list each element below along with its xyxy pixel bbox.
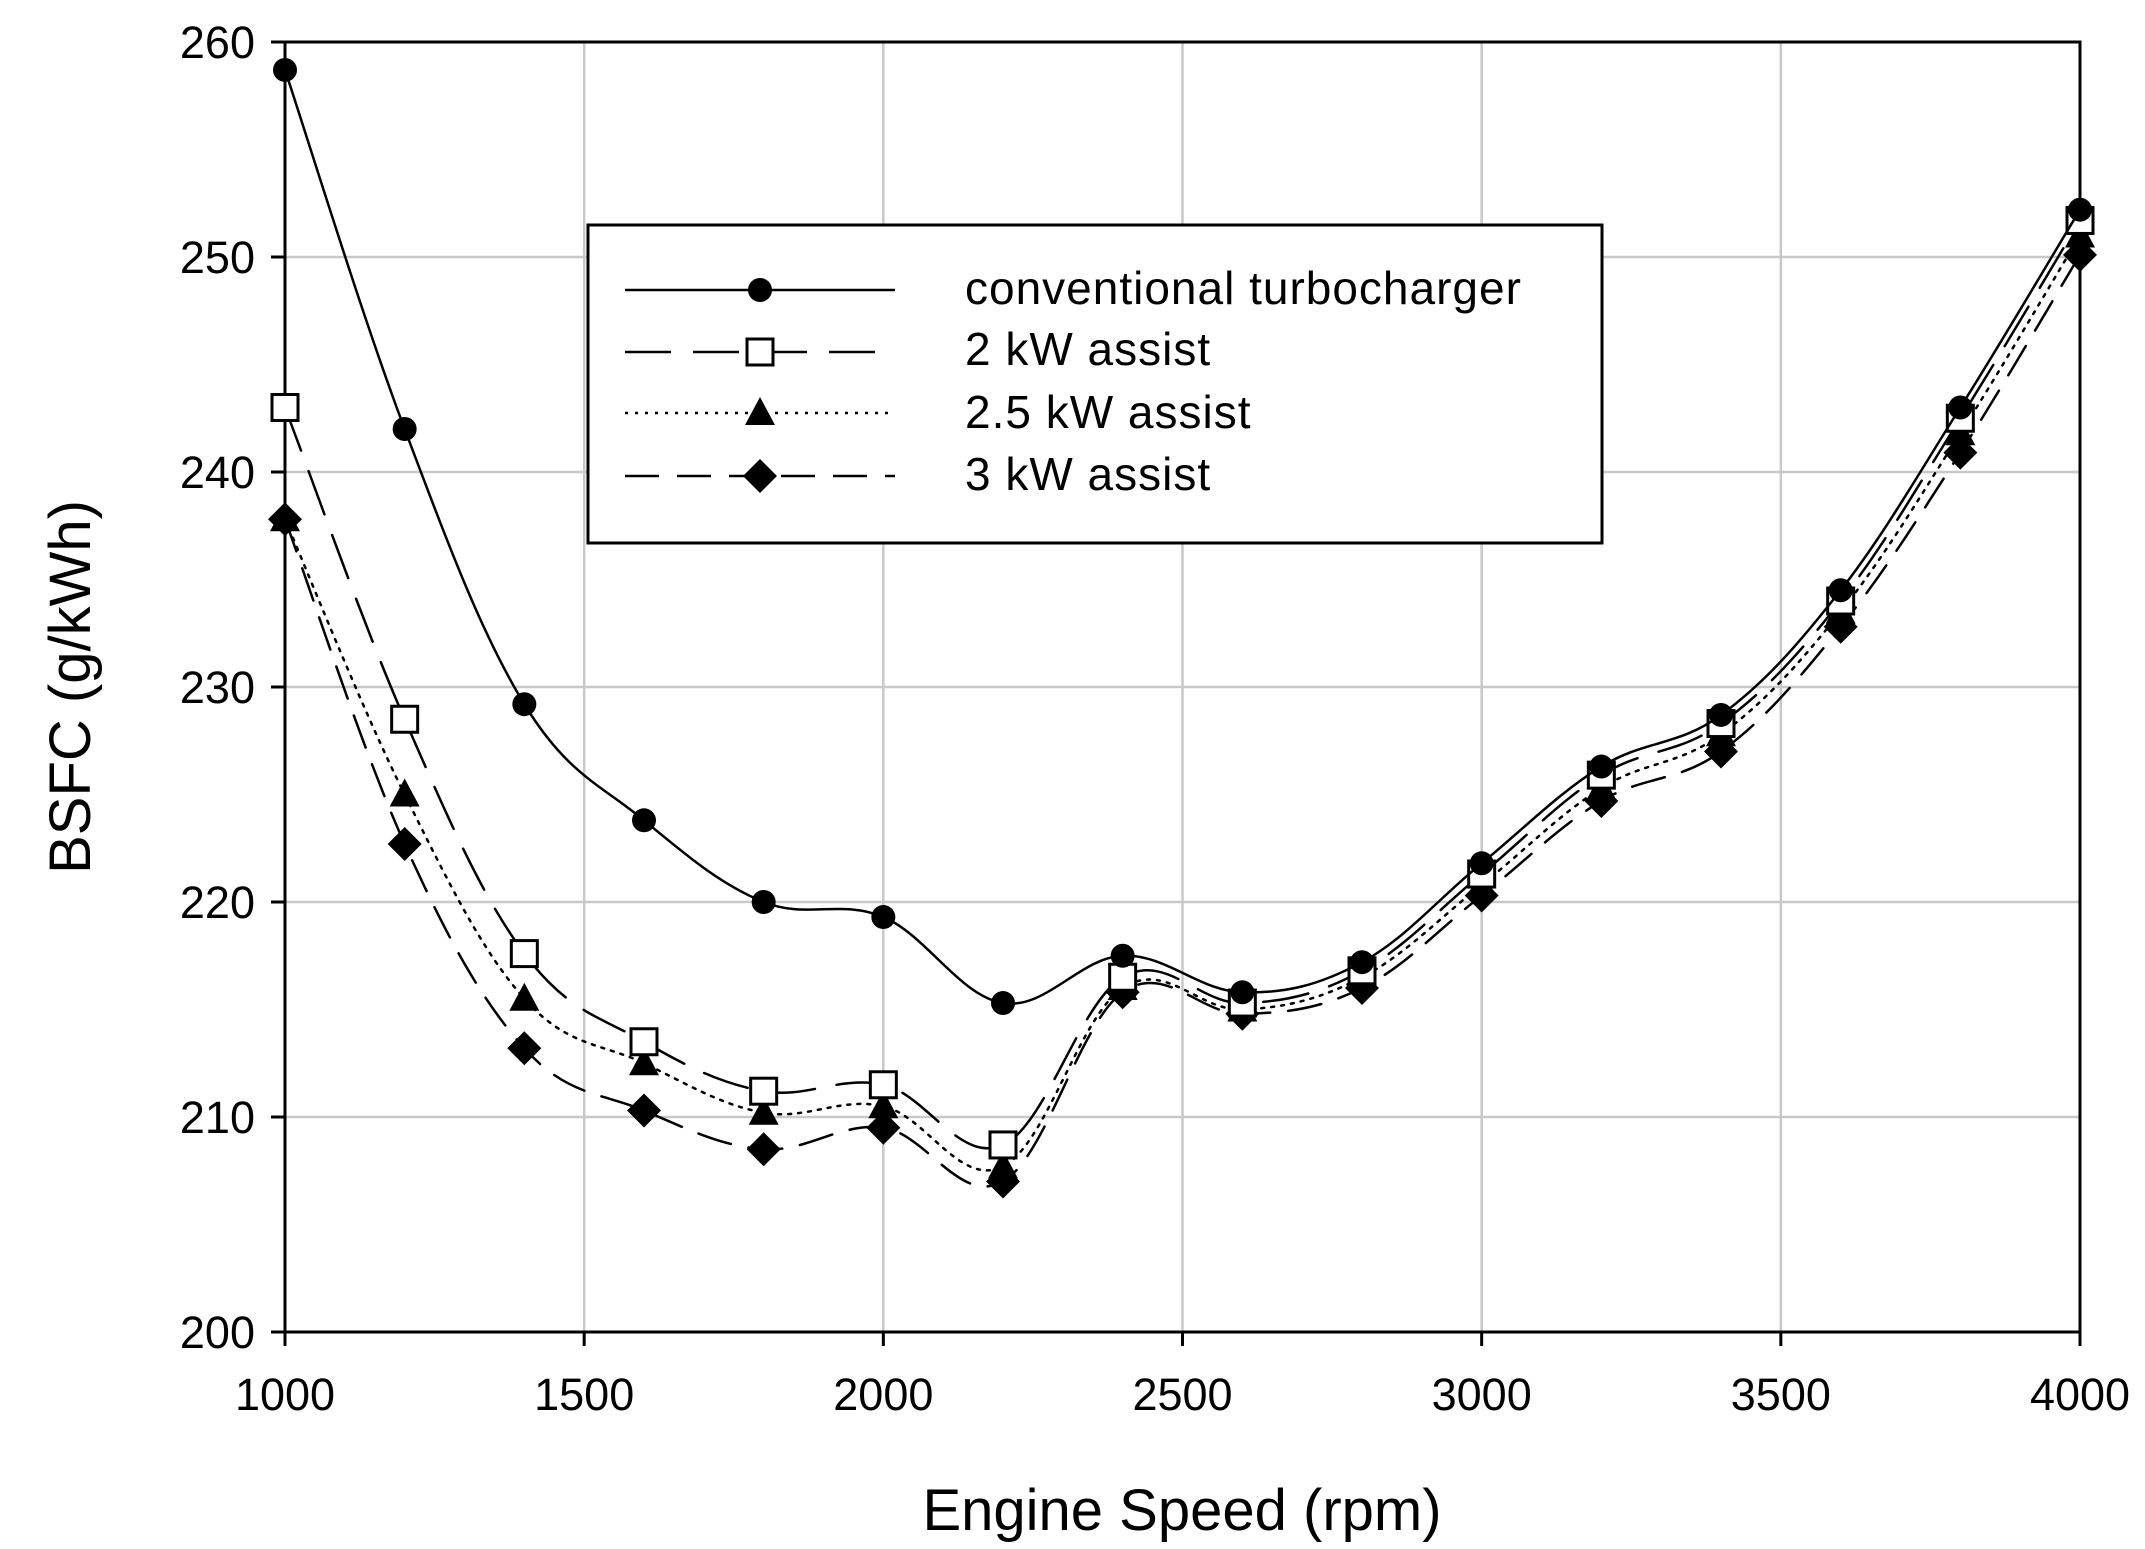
series-1-point-2400 [1108, 962, 1138, 992]
series-0-point-2800 [1350, 950, 1374, 975]
legend-label-2-5kw-assist: 2.5 kW assist [965, 386, 1252, 438]
x-tick-label-3500: 3500 [1731, 1369, 1831, 1420]
y-tick-label-250: 250 [180, 232, 255, 283]
series-1-point-1000 [270, 393, 300, 422]
series-2-point-1000 [270, 503, 300, 532]
legend-samples [625, 278, 895, 493]
axis-ticks: 1000 1500 2000 2500 3000 3500 4000 200 210 220 230… [180, 17, 2130, 1420]
legend-label-conventional-turbocharger: conventional turbocharger [965, 262, 1522, 314]
series-3-point-1200 [387, 826, 422, 861]
series-2-point-2000 [868, 1090, 899, 1119]
series-1-point-1200 [390, 704, 420, 734]
x-axis-title: Engine Speed (rpm) [922, 1478, 1441, 1543]
series-line-1 [283, 219, 2082, 1150]
x-tick-label-3000: 3000 [1432, 1369, 1532, 1420]
series-1-point-1800 [749, 1076, 779, 1106]
series-0-point-3600 [1828, 578, 1853, 603]
y-tick-label-210: 210 [180, 1092, 255, 1143]
x-tick-label-1000: 1000 [235, 1369, 335, 1420]
series-3-point-1400 [507, 1031, 542, 1066]
legend-marker-3 [743, 459, 777, 493]
x-tick-label-1500: 1500 [534, 1369, 634, 1420]
series-0-point-1800 [751, 890, 776, 914]
legend-label-2kw-assist: 2 kW assist [965, 323, 1211, 375]
series-0-point-1600 [632, 808, 656, 833]
series-line-0 [283, 68, 2082, 1005]
series-1-point-1400 [509, 939, 539, 969]
legend-marker-0 [748, 278, 772, 302]
series-1-point-2000 [868, 1070, 898, 1100]
series-0-point-3400 [1709, 702, 1733, 727]
series-3-point-1800 [746, 1132, 781, 1167]
series-2-point-1400 [509, 982, 540, 1011]
series-3-point-2000 [866, 1110, 901, 1145]
series-0-point-1400 [512, 692, 537, 717]
series-0-point-3000 [1469, 851, 1494, 876]
series-0-point-2400 [1110, 943, 1135, 968]
data-series [268, 57, 2097, 1199]
x-tick-label-2000: 2000 [833, 1369, 933, 1420]
y-tick-label-220: 220 [180, 877, 255, 928]
series-0-point-1200 [392, 417, 417, 441]
legend-marker-2 [745, 397, 775, 425]
series-1-point-2200 [988, 1130, 1018, 1160]
x-tick-label-4000: 4000 [2030, 1369, 2130, 1420]
series-0-point-1000 [273, 57, 297, 82]
series-0 [273, 57, 2092, 1016]
series-3-point-1600 [627, 1093, 661, 1128]
series-0-point-3200 [1589, 754, 1614, 779]
y-tick-label-230: 230 [180, 662, 255, 713]
y-tick-label-200: 200 [180, 1307, 255, 1358]
series-1-point-1600 [629, 1027, 659, 1057]
legend: conventional turbocharger 2 kW assist 2.… [586, 223, 1604, 545]
legend-label-3kw-assist: 3 kW assist [965, 448, 1211, 500]
series-0-point-2000 [871, 905, 896, 930]
series-0-point-3800 [1948, 395, 1973, 420]
series-2-point-2200 [988, 1150, 1018, 1179]
x-tick-label-2500: 2500 [1132, 1369, 1232, 1420]
y-tick-label-260: 260 [180, 17, 255, 68]
series-0-point-2600 [1230, 980, 1255, 1005]
y-axis-title: BSFC (g/kWh) [38, 500, 103, 874]
series-2-point-1600 [629, 1047, 659, 1076]
y-tick-label-240: 240 [180, 447, 255, 498]
series-2-point-1200 [389, 778, 420, 807]
series-2-point-1800 [748, 1096, 779, 1125]
series-0-point-2200 [991, 991, 1015, 1016]
legend-marker-1 [745, 337, 775, 367]
series-0-point-4000 [2068, 197, 2092, 222]
